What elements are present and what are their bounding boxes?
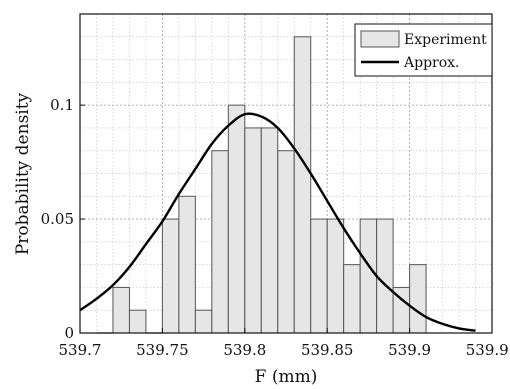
histogram-bar [194, 309, 213, 334]
histogram-bar [326, 218, 345, 334]
legend-swatch-experiment [360, 30, 400, 48]
legend-label-approx: Approx. [403, 55, 460, 71]
histogram-bar [260, 127, 279, 334]
histogram-bar [277, 150, 295, 334]
histogram-bar [112, 286, 130, 334]
histogram-bar [178, 195, 196, 334]
histogram-bar [409, 264, 427, 334]
plot-frame [79, 13, 493, 334]
x-tick-label: 539.75 [136, 341, 189, 359]
histogram-bar [343, 264, 361, 334]
x-tick-label: 539.95 [466, 341, 510, 359]
histogram-bar [227, 104, 246, 334]
histogram-bar [310, 218, 328, 334]
x-axis-ticks: 539.7 539.75 539.8 539.85 539.9 539.95 [59, 328, 510, 359]
x-tick-label: 539.8 [223, 341, 266, 359]
histogram-bar [359, 218, 378, 334]
histogram-bar [128, 309, 147, 334]
y-tick-label: 0.1 [50, 96, 74, 114]
histogram-bar [211, 150, 229, 334]
histogram-bar [376, 218, 394, 334]
x-tick-label: 539.85 [301, 341, 354, 359]
x-tick-label: 539.7 [59, 341, 102, 359]
y-axis-ticks: 0 0.05 0.1 [41, 96, 85, 342]
histogram-bar [293, 36, 312, 334]
legend: Experiment Approx. [354, 23, 493, 77]
x-tick-label: 539.9 [388, 341, 431, 359]
approx-curve [79, 112, 476, 332]
y-axis-label: Probability density [13, 92, 33, 255]
x-axis-label: F (mm) [255, 367, 318, 387]
histogram-bar [161, 218, 180, 334]
histogram-bar [244, 127, 262, 334]
legend-label-experiment: Experiment [404, 32, 487, 48]
histogram-bars [96, 36, 427, 334]
y-tick-label: 0.05 [41, 210, 74, 228]
y-tick-label: 0 [64, 324, 74, 342]
